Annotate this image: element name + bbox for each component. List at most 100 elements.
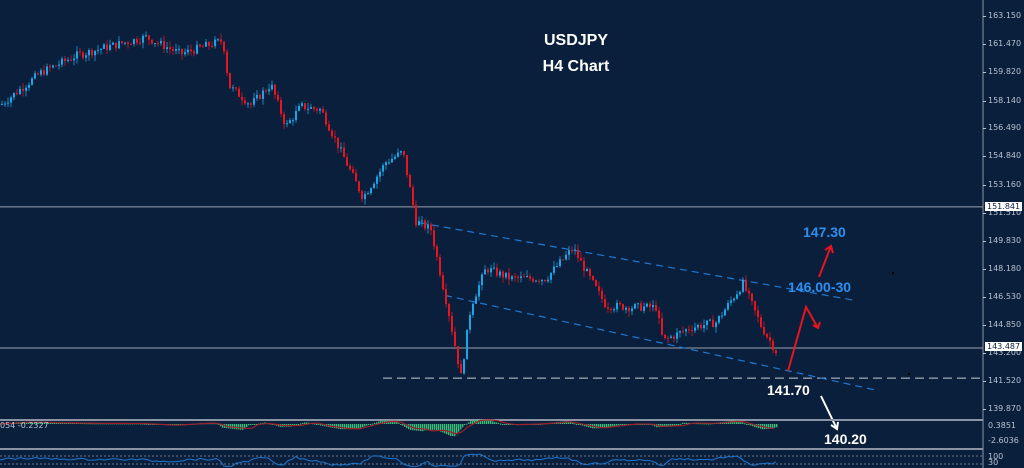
axis-tick	[983, 100, 986, 102]
rsi-tick-30: 30	[988, 458, 999, 467]
candle-body	[85, 55, 87, 58]
axis-tick	[983, 184, 986, 186]
candle-body	[370, 188, 372, 194]
macd-histogram-bar	[504, 424, 506, 425]
candle-body	[76, 51, 78, 59]
candle-body	[463, 359, 465, 374]
macd-histogram-bar	[344, 424, 346, 430]
candle-body	[151, 39, 153, 44]
macd-histogram-bar	[390, 421, 392, 424]
axis-tick	[983, 409, 986, 410]
candle-body	[619, 302, 621, 305]
candle-body	[187, 49, 189, 53]
candle-body	[649, 303, 651, 308]
arrowhead-down-icon	[812, 321, 821, 330]
macd-histogram-bar	[462, 424, 464, 428]
macd-histogram-bar	[490, 420, 492, 424]
candle-body	[724, 309, 726, 316]
candle-body	[154, 43, 156, 45]
candle-body	[748, 290, 750, 294]
candle-body	[736, 294, 738, 299]
marker-dot	[892, 272, 894, 274]
macd-histogram-bar	[740, 421, 742, 424]
macd-histogram-bar	[666, 424, 668, 427]
candle-body	[634, 304, 636, 309]
macd-histogram-bar	[598, 424, 600, 429]
macd-histogram-bar	[148, 424, 150, 425]
macd-histogram-bar	[62, 422, 64, 424]
candle-body	[121, 41, 123, 44]
candle-body	[265, 90, 267, 92]
axis-label: 151.510	[988, 207, 1022, 217]
candle-body	[19, 88, 21, 95]
arrowhead-down-white-icon	[830, 421, 839, 431]
macd-histogram-bar	[606, 424, 608, 428]
candle-body	[28, 84, 30, 88]
candle-body	[577, 249, 579, 258]
candle-body	[505, 272, 507, 278]
candle-body	[139, 42, 141, 44]
candle-body	[430, 224, 432, 231]
macd-histogram-bar	[30, 422, 32, 424]
macd-histogram-bar	[438, 424, 440, 431]
candle-body	[130, 43, 132, 45]
macd-histogram-bar	[244, 424, 246, 429]
macd-histogram-bar	[574, 423, 576, 425]
macd-histogram-bar	[294, 424, 296, 426]
candle-body	[304, 103, 306, 110]
rsi-tick-100: 100	[988, 452, 1004, 461]
candle-body	[727, 302, 729, 310]
candle-body	[244, 100, 246, 104]
candle-body	[541, 279, 543, 282]
candle-body	[109, 44, 111, 50]
candle-body	[457, 346, 459, 364]
macd-histogram-bar	[568, 421, 570, 424]
macd-histogram-bar	[26, 422, 28, 424]
candle-body	[301, 103, 303, 106]
candle-body	[166, 47, 168, 49]
macd-histogram-bar	[502, 424, 504, 425]
macd-histogram-bar	[368, 424, 370, 426]
macd-histogram-bar	[418, 424, 420, 431]
target-140-20-label: 140.20	[824, 431, 867, 447]
candle-body	[718, 315, 720, 323]
arrowhead-up-icon	[824, 244, 834, 254]
macd-histogram-bar	[400, 424, 402, 425]
macd-histogram-bar	[296, 424, 298, 425]
candle-body	[508, 272, 510, 280]
macd-histogram-bar	[744, 423, 746, 425]
macd-histogram-bar	[456, 424, 458, 434]
candle-body	[415, 205, 417, 226]
candle-body	[223, 41, 225, 52]
axis-label: 144.850	[988, 319, 1022, 329]
candle-body	[157, 43, 159, 45]
macd-histogram-bar	[776, 424, 778, 428]
macd-histogram-bar	[434, 424, 436, 430]
candle-body	[517, 276, 519, 278]
candle-body	[652, 304, 654, 308]
candle-body	[205, 42, 207, 47]
candle-body	[547, 279, 549, 282]
macd-histogram-bar	[708, 423, 710, 425]
macd-histogram-bar	[682, 422, 684, 424]
macd-histogram-bar	[318, 424, 320, 425]
current-price-tag: 143.487	[985, 342, 1023, 351]
candle-body	[697, 325, 699, 328]
chart-subtitle: H4 Chart	[542, 58, 610, 75]
candle-body	[133, 39, 135, 44]
macd-histogram-bar	[662, 424, 664, 427]
candle-body	[40, 70, 42, 75]
macd-histogram-bar	[474, 420, 476, 424]
macd-histogram-bar	[430, 424, 432, 430]
macd-histogram-bar	[676, 424, 678, 426]
candle-body	[742, 279, 744, 292]
macd-histogram-bar	[602, 424, 604, 428]
macd-histogram-bar	[470, 420, 472, 424]
candle-body	[562, 259, 564, 261]
candle-body	[676, 332, 678, 339]
macd-histogram-bar	[440, 424, 442, 432]
candle-body	[544, 279, 546, 282]
candle-body	[673, 336, 675, 339]
macd-histogram-bar	[242, 424, 244, 430]
macd-tick-lower: -2.6036	[988, 436, 1019, 445]
